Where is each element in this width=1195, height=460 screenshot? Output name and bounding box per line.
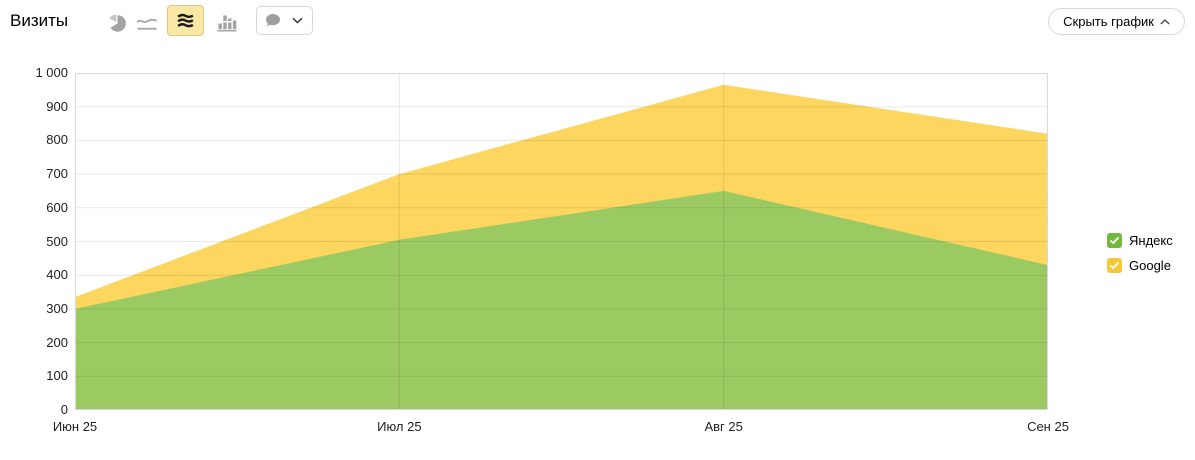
y-tick-label: 1 000 [35, 65, 68, 80]
y-tick-label: 300 [46, 300, 68, 316]
x-tick-label: Сен 25 [1027, 419, 1069, 434]
stacked-area-chart-button[interactable] [167, 5, 204, 36]
pie-chart-icon [108, 13, 126, 32]
legend-label: Google [1129, 257, 1171, 273]
bar-chart-icon [217, 15, 237, 32]
y-tick-label: 900 [46, 98, 68, 114]
y-tick-label: 400 [46, 267, 68, 283]
y-tick-label: 800 [46, 132, 68, 148]
stacked-area-chart-icon [177, 13, 194, 28]
y-tick-label: 200 [46, 334, 68, 350]
legend-checkbox-yandex[interactable] [1107, 232, 1122, 248]
hide-chart-button-label: Скрыть график [1063, 14, 1154, 29]
chart-plot-area[interactable] [75, 73, 1048, 410]
plot-frame [75, 73, 1048, 410]
y-tick-label: 600 [46, 199, 68, 215]
y-tick-label: 100 [46, 368, 68, 384]
legend-item-yandex[interactable]: Яндекс [1107, 232, 1173, 248]
checkmark-icon [1109, 236, 1120, 244]
comment-icon [266, 14, 280, 27]
x-tick-label: Июн 25 [52, 419, 98, 434]
legend-label: Яндекс [1129, 232, 1173, 248]
line-chart-button[interactable] [136, 13, 158, 33]
bar-chart-button[interactable] [216, 13, 238, 33]
annotations-dropdown-button[interactable] [256, 6, 313, 35]
legend-checkbox-google[interactable] [1107, 257, 1122, 273]
chevron-down-icon [292, 17, 303, 24]
legend-item-google[interactable]: Google [1107, 257, 1173, 273]
chart-legend: Яндекс Google [1107, 232, 1173, 282]
hide-chart-button[interactable]: Скрыть график [1048, 8, 1185, 35]
y-tick-label: 500 [46, 233, 68, 249]
pie-chart-button[interactable] [106, 13, 128, 33]
x-tick-label: Июл 25 [377, 419, 422, 434]
line-chart-icon [136, 18, 157, 30]
area-yandex [75, 190, 1048, 410]
x-tick-label: Авг 25 [704, 419, 743, 434]
chevron-up-icon [1160, 18, 1170, 24]
y-tick-label: 700 [46, 166, 68, 182]
y-tick-label: 0 [60, 402, 68, 417]
checkmark-icon [1109, 261, 1120, 269]
page-title: Визиты [10, 11, 69, 30]
